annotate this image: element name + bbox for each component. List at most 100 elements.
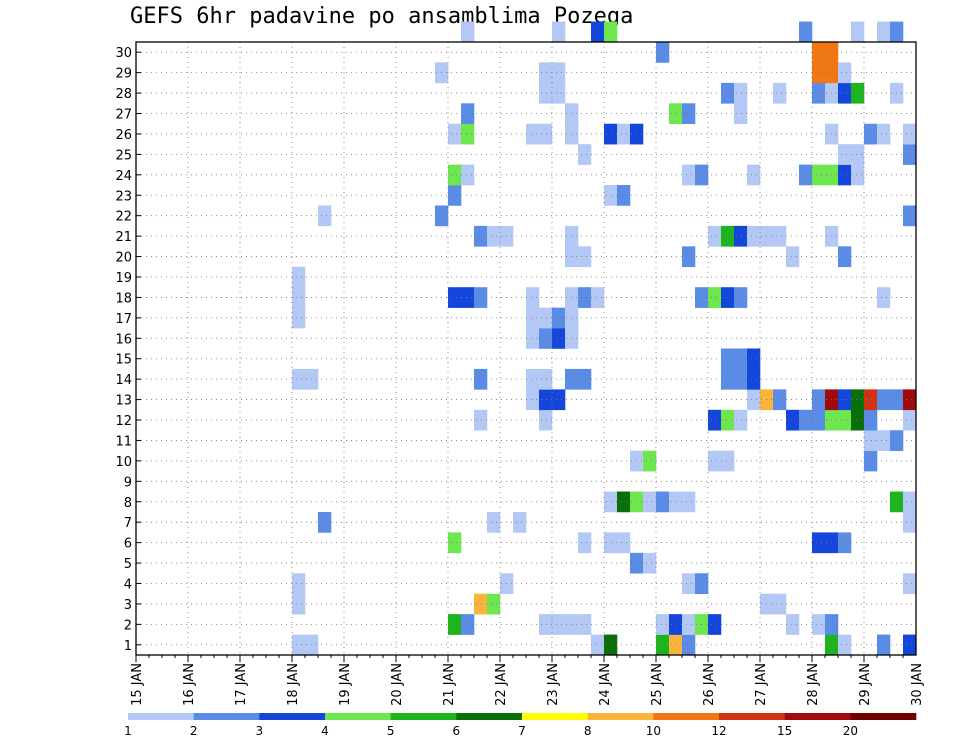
y-tick-label: 1: [124, 639, 132, 654]
y-tick-label: 7: [124, 516, 132, 531]
x-tick-label: 29 JAN: [858, 663, 873, 706]
heatmap-cell: [838, 634, 852, 656]
heatmap-cell: [461, 123, 475, 145]
heatmap-cell: [539, 123, 553, 145]
heatmap-cell: [461, 287, 475, 308]
heatmap-cell: [812, 532, 826, 554]
heatmap-cell: [864, 123, 878, 145]
y-tick-label: 9: [124, 475, 132, 490]
heatmap-cell: [591, 287, 605, 308]
heatmap-cell: [708, 409, 722, 431]
heatmap-cell: [448, 123, 462, 145]
heatmap-cell: [721, 348, 735, 370]
y-tick-label: 19: [115, 271, 132, 286]
heatmap-cell: [812, 82, 826, 104]
colorbar-label: 4: [321, 724, 329, 738]
colorbar-label: 2: [190, 724, 198, 738]
heatmap-cell: [708, 225, 722, 247]
heatmap-cell: [747, 389, 761, 411]
heatmap-cell: [721, 409, 735, 431]
heatmap-cell: [786, 246, 800, 268]
heatmap-cell: [604, 491, 618, 513]
heatmap-cell: [643, 491, 657, 513]
heatmap-cell: [513, 511, 527, 533]
heatmap-cell: [474, 368, 488, 390]
heatmap-cell: [682, 246, 696, 268]
heatmap-cell: [669, 614, 683, 635]
heatmap-cell: [864, 430, 878, 451]
heatmap-cell: [877, 389, 891, 411]
heatmap-cell: [682, 573, 696, 594]
heatmap-cell: [578, 246, 592, 268]
heatmap-cell: [851, 389, 865, 411]
heatmap-cell: [578, 144, 592, 165]
y-tick-label: 22: [115, 210, 132, 225]
heatmap-cell: [292, 368, 306, 390]
heatmap-cell: [617, 185, 631, 206]
colorbar-swatch: [193, 713, 260, 720]
heatmap-cell: [812, 42, 826, 63]
heatmap-cell: [578, 287, 592, 308]
x-tick-label: 15 JAN: [130, 663, 145, 706]
y-tick-label: 6: [124, 537, 132, 552]
colorbar-legend: 1 2 3 4 5 6 7 8 10 12 15 20: [124, 713, 917, 738]
colorbar-label: 10: [646, 724, 661, 738]
heatmap-cell: [682, 634, 696, 656]
heatmap-cell: [539, 389, 553, 411]
heatmap-cell: [474, 593, 488, 615]
colorbar-label: 3: [256, 724, 264, 738]
cells-layer: [292, 21, 917, 656]
heatmap-cell: [851, 144, 865, 165]
heatmap-cell: [903, 123, 917, 145]
colorbar-label: 1: [124, 724, 132, 738]
heatmap-cell: [552, 62, 566, 84]
y-tick-label: 26: [115, 128, 132, 143]
heatmap-cell: [903, 511, 917, 533]
colorbar-swatch: [259, 713, 326, 720]
heatmap-cell: [903, 573, 917, 594]
heatmap-cell: [721, 225, 735, 247]
chart-title: GEFS 6hr padavine po ansamblima Pozega: [130, 4, 634, 29]
heatmap-cell: [643, 552, 657, 574]
heatmap-cell: [461, 21, 475, 43]
y-tick-label: 2: [124, 618, 132, 633]
colorbar-label: 15: [777, 724, 792, 738]
heatmap-cell: [669, 491, 683, 513]
heatmap-cell: [877, 21, 891, 43]
heatmap-cell: [773, 389, 787, 411]
heatmap-cell: [682, 164, 696, 186]
heatmap-cell: [838, 164, 852, 186]
heatmap-cell: [682, 614, 696, 635]
heatmap-cell: [448, 287, 462, 308]
heatmap-cell: [318, 205, 332, 227]
heatmap-cell: [851, 164, 865, 186]
heatmap-cell: [461, 103, 475, 125]
colorbar-swatch: [522, 713, 588, 720]
heatmap-cell: [903, 205, 917, 227]
heatmap-cell: [604, 185, 618, 206]
colorbar-label: 6: [453, 724, 461, 738]
y-tick-label: 16: [115, 332, 132, 347]
heatmap-cell: [812, 614, 826, 635]
heatmap-cell: [461, 164, 475, 186]
x-tick-label: 18 JAN: [286, 663, 301, 706]
heatmap-cell: [747, 368, 761, 390]
heatmap-cell: [734, 287, 748, 308]
heatmap-cell: [773, 225, 787, 247]
y-tick-label: 15: [115, 353, 132, 368]
x-tick-label: 20 JAN: [390, 663, 405, 706]
heatmap-cell: [682, 491, 696, 513]
heatmap-cell: [708, 450, 722, 472]
x-tick-label: 21 JAN: [442, 663, 457, 706]
heatmap-cell: [890, 21, 904, 43]
y-tick-label: 29: [115, 67, 132, 82]
heatmap-cell: [799, 164, 813, 186]
x-tick-label: 27 JAN: [754, 663, 769, 706]
heatmap-cell: [773, 82, 787, 104]
colorbar-swatch: [850, 713, 917, 720]
heatmap-cell: [539, 307, 553, 329]
heatmap-cell: [877, 123, 891, 145]
heatmap-cell: [851, 409, 865, 431]
heatmap-cell: [773, 593, 787, 615]
heatmap-cell: [487, 225, 501, 247]
